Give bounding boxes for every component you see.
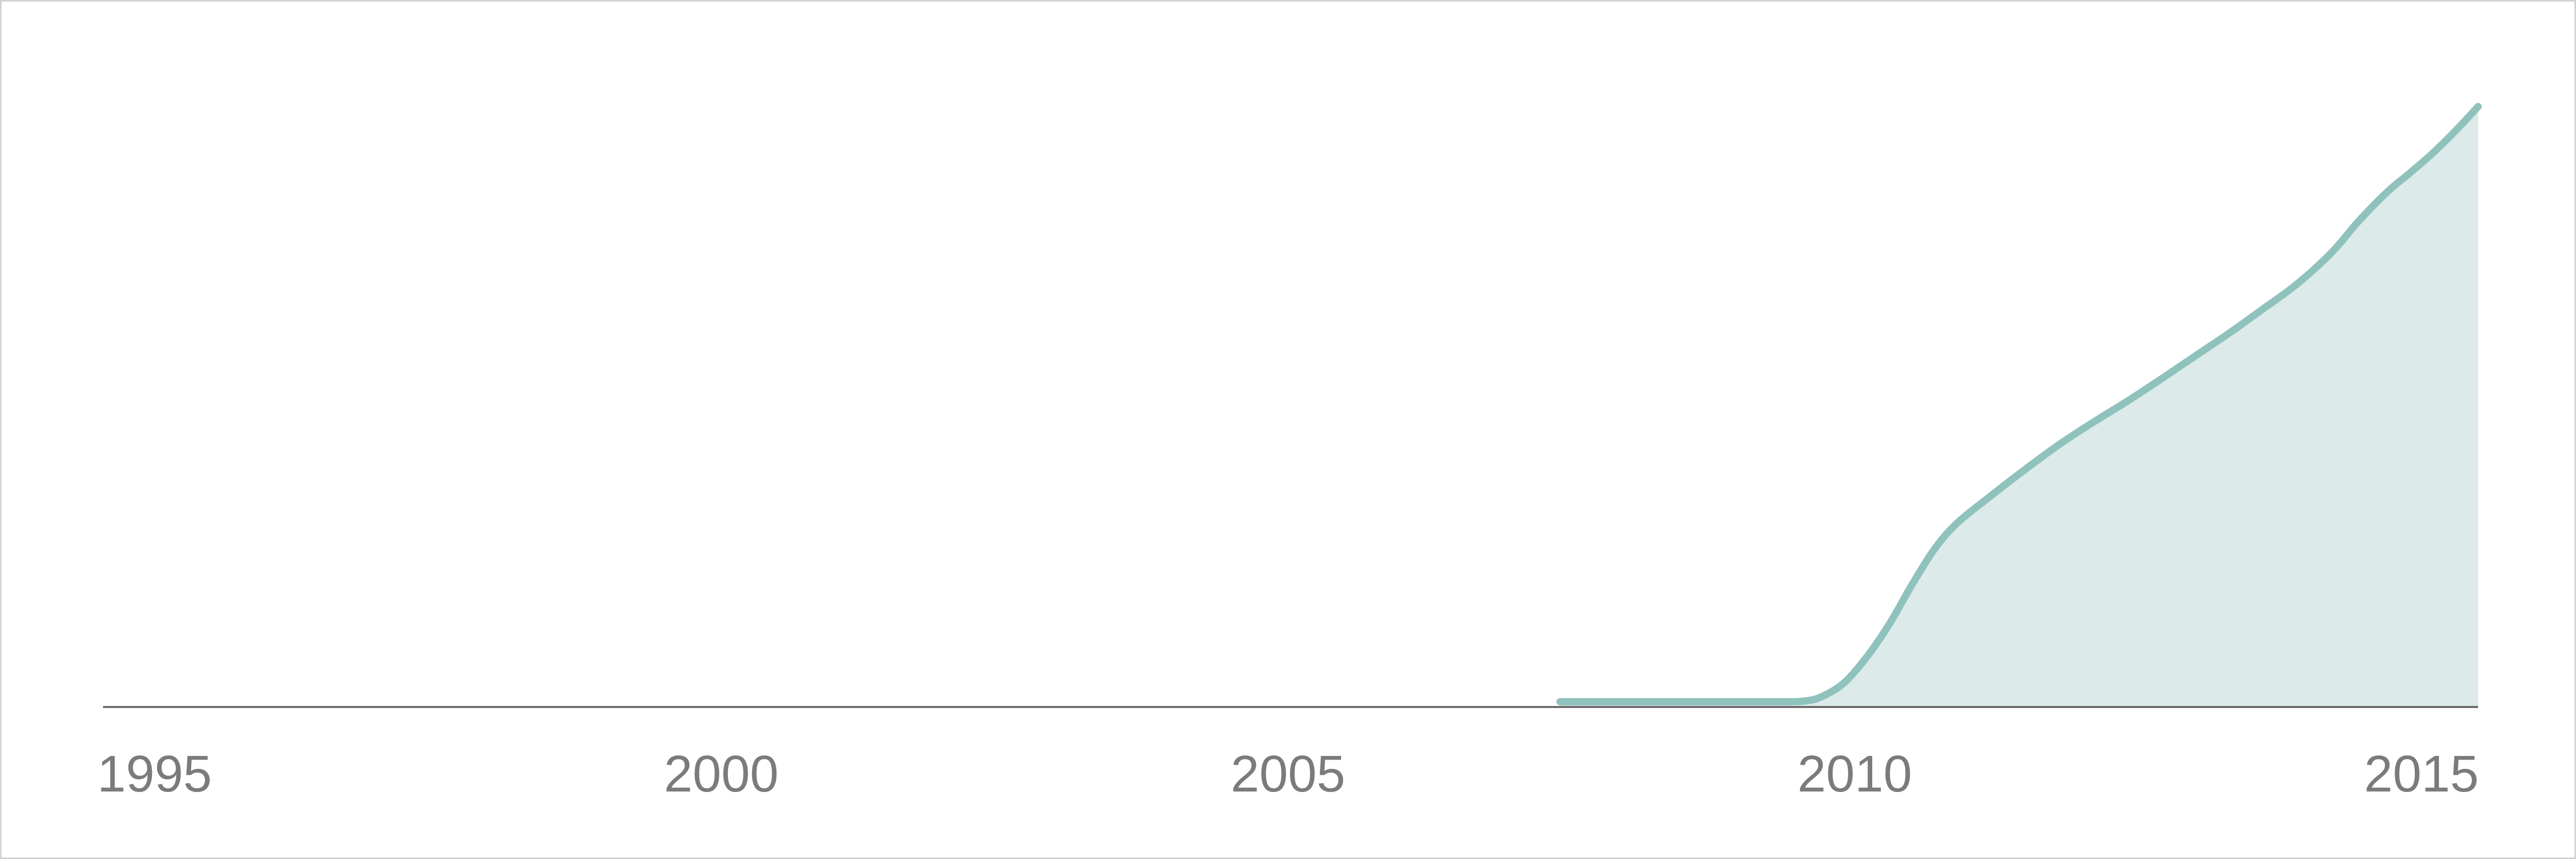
x-tick-label: 2015 <box>2364 745 2479 803</box>
x-tick-label: 2010 <box>1798 745 1912 803</box>
x-tick-label: 2005 <box>1231 745 1345 803</box>
series-line <box>1556 103 2482 705</box>
x-tick-label: 2000 <box>664 745 778 803</box>
x-axis-tick-labels: 1995 2000 2005 2010 2015 <box>97 745 2479 803</box>
series-area-fill <box>1560 106 2478 707</box>
x-tick-label: 1995 <box>97 745 212 803</box>
